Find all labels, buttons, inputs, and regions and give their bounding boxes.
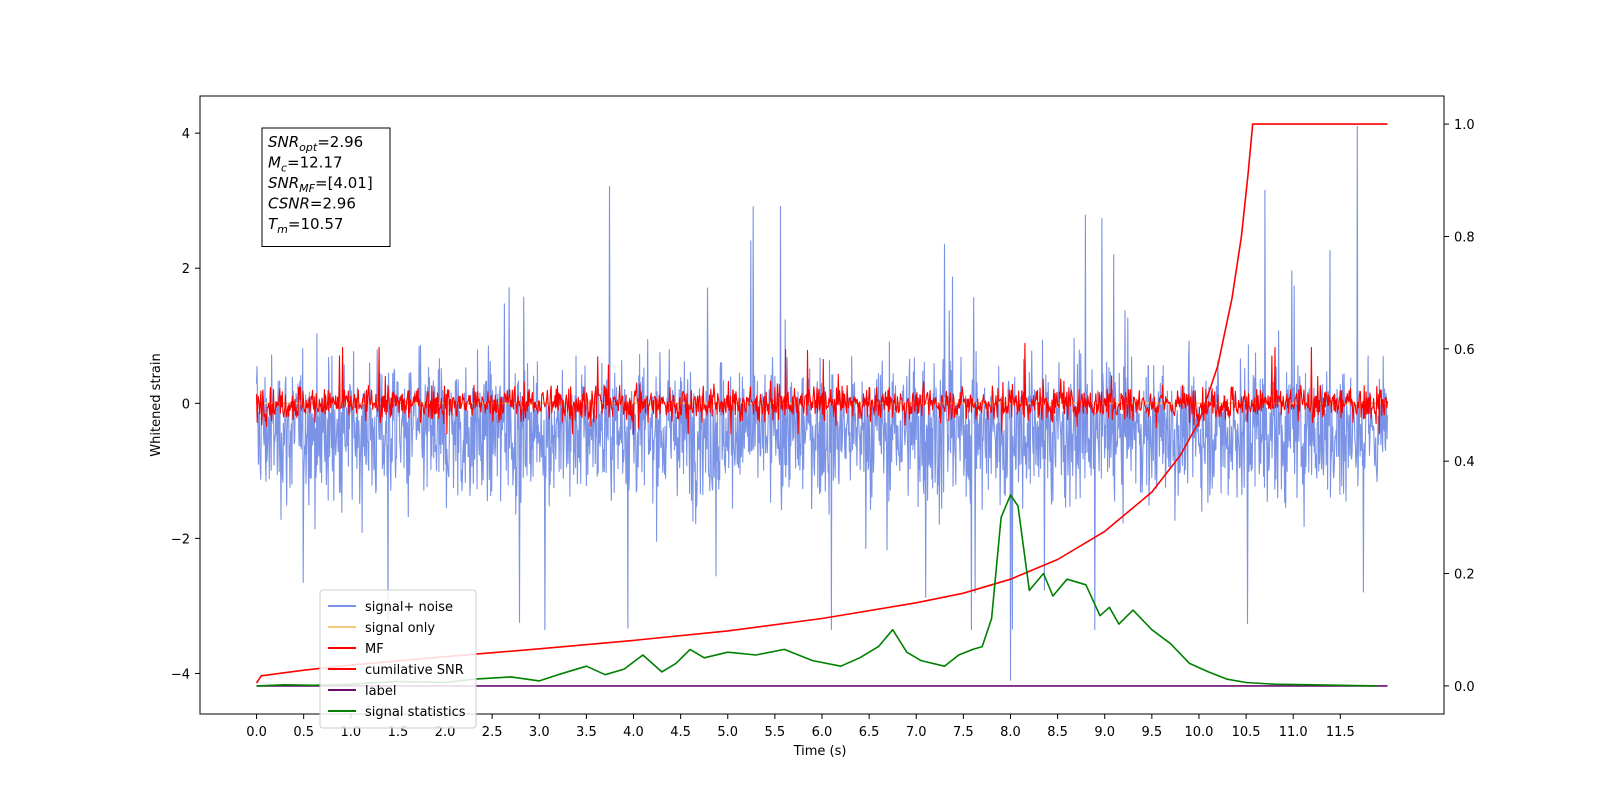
y2-tick-label: 0.4 <box>1454 455 1475 470</box>
y-tick-label: −4 <box>171 667 190 682</box>
y-tick-label: 4 <box>182 127 190 142</box>
annotation-symbol: CSNR <box>268 195 310 213</box>
x-tick-label: 1.0 <box>340 725 361 740</box>
x-tick-label: 7.5 <box>953 725 974 740</box>
annotation-value: =2.96 <box>310 195 356 213</box>
x-tick-label: 5.0 <box>717 725 738 740</box>
x-tick-label: 1.5 <box>388 725 409 740</box>
x-tick-label: 2.5 <box>482 725 503 740</box>
series-line-2 <box>255 342 1389 435</box>
annotation-symbol: SNR <box>268 174 299 192</box>
y-axis-right: 0.0 0.2 0.4 0.6 0.8 1.0 <box>1444 118 1475 695</box>
x-tick-label: 6.0 <box>812 725 833 740</box>
annotation-line: CSNR=2.96 <box>268 195 356 213</box>
annotation-value: =[4.01] <box>315 174 373 192</box>
annotation-value: =12.17 <box>287 154 343 172</box>
y2-tick-label: 0.0 <box>1454 680 1475 695</box>
y2-tick-label: 0.8 <box>1454 230 1475 245</box>
y-axis-label: Whitened strain <box>149 353 164 456</box>
x-tick-label: 5.5 <box>765 725 786 740</box>
legend-label: signal only <box>365 621 435 636</box>
legend-label: MF <box>365 642 384 657</box>
y-axis-left: −4 −2 0 2 4 <box>171 127 200 682</box>
x-tick-label: 11.0 <box>1279 725 1308 740</box>
annotation-symbol: M <box>268 154 281 172</box>
annotation-value: =2.96 <box>317 133 363 151</box>
x-tick-label: 4.0 <box>623 725 644 740</box>
legend-label: label <box>365 684 396 699</box>
x-axis-label: Time (s) <box>793 744 847 759</box>
x-tick-label: 7.0 <box>906 725 927 740</box>
legend-label: cumilative SNR <box>365 663 464 678</box>
x-tick-label: 0.0 <box>246 725 267 740</box>
y2-tick-label: 0.6 <box>1454 343 1475 358</box>
annotation-line: SNRMF=[4.01] <box>268 174 373 195</box>
y-tick-label: 2 <box>182 262 190 277</box>
annotation-line: Mc=12.17 <box>268 154 343 175</box>
annotation-subscript: opt <box>299 141 318 154</box>
annotation-box: SNRopt=2.96Mc=12.17SNRMF=[4.01]CSNR=2.96… <box>261 127 391 247</box>
x-axis: 0.0 0.5 1.0 1.5 2.0 2.5 3.0 3.5 4.0 4.5 5.0 5.5 6.0 6… <box>246 714 1355 740</box>
series-line-0 <box>255 125 1389 681</box>
y2-tick-label: 0.2 <box>1454 568 1475 583</box>
x-tick-label: 8.0 <box>1000 725 1021 740</box>
annotation-line: Tm=10.57 <box>268 215 343 236</box>
legend: signal+ noise signal only MF cumilative SNR… <box>319 589 477 729</box>
annotation-subscript: c <box>281 162 287 175</box>
x-tick-label: 2.0 <box>435 725 456 740</box>
x-tick-label: 4.5 <box>670 725 691 740</box>
annotation-subscript: MF <box>299 182 315 195</box>
y2-tick-label: 1.0 <box>1454 118 1475 133</box>
y-tick-label: −2 <box>171 532 190 547</box>
legend-label: signal+ noise <box>365 600 453 615</box>
legend-label: signal statistics <box>365 705 466 720</box>
y-tick-label: 0 <box>182 397 190 412</box>
annotation-line: SNRopt=2.96 <box>268 133 363 154</box>
x-tick-label: 8.5 <box>1047 725 1068 740</box>
x-tick-label: 3.0 <box>529 725 550 740</box>
annotation-symbol: T <box>268 215 279 233</box>
x-tick-label: 10.5 <box>1232 725 1261 740</box>
annotation-subscript: m <box>277 223 288 236</box>
x-tick-label: 9.5 <box>1142 725 1163 740</box>
annotation-value: =10.57 <box>288 215 344 233</box>
annotation-frame <box>261 127 391 247</box>
x-tick-label: 10.0 <box>1184 725 1213 740</box>
series-line-5 <box>256 494 1379 687</box>
x-tick-label: 0.5 <box>293 725 314 740</box>
annotation-symbol: SNR <box>268 133 299 151</box>
x-tick-label: 11.5 <box>1326 725 1355 740</box>
legend-frame <box>319 589 477 729</box>
x-tick-label: 9.0 <box>1094 725 1115 740</box>
x-tick-label: 6.5 <box>859 725 880 740</box>
x-tick-label: 3.5 <box>576 725 597 740</box>
